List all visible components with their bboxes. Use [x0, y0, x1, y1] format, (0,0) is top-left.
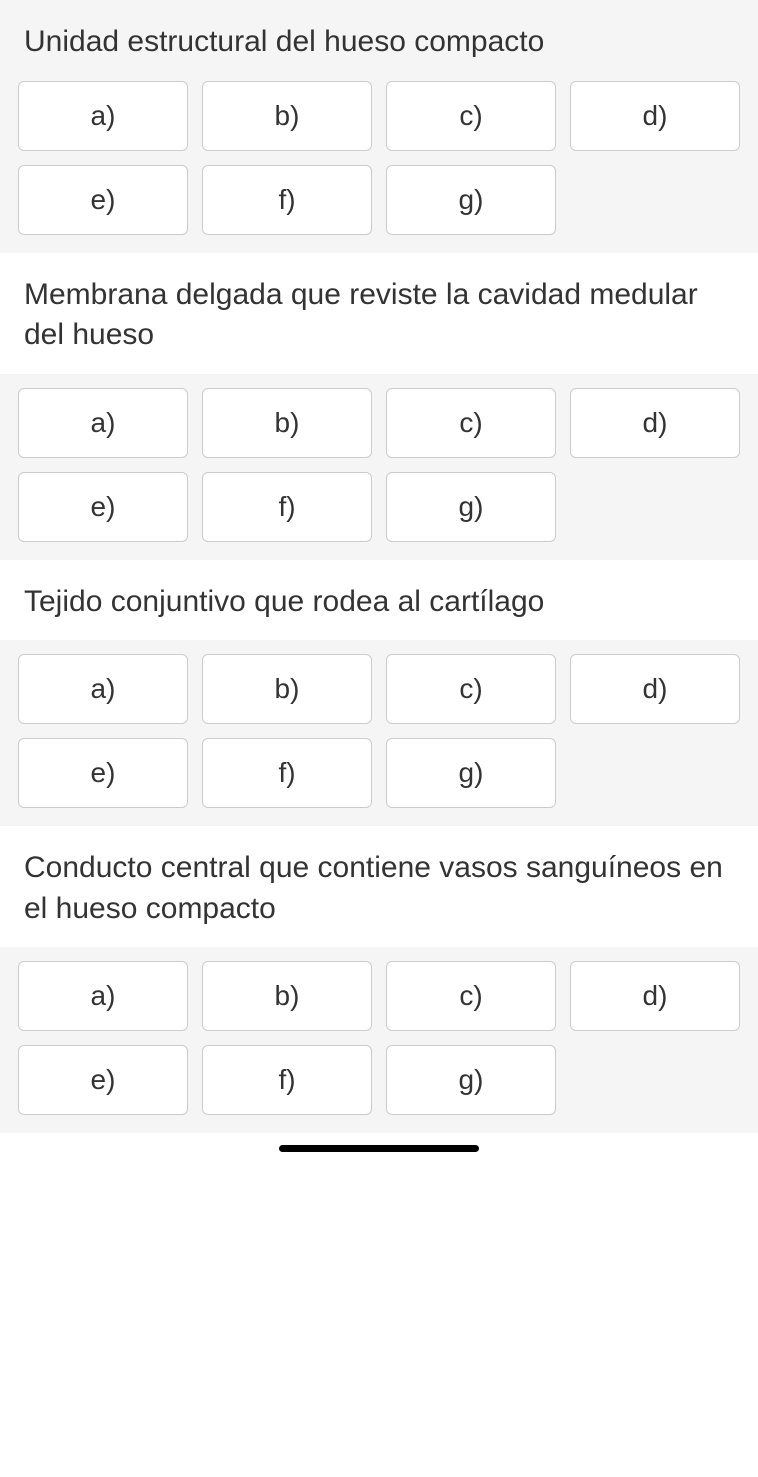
question-1-options-grid: a) b) c) d) e) f) g)	[18, 81, 740, 235]
question-block-2: Membrana delgada que reviste la cavidad …	[0, 253, 758, 560]
question-3-option-e[interactable]: e)	[18, 738, 188, 808]
question-2-option-c[interactable]: c)	[386, 388, 556, 458]
question-3-text: Tejido conjuntivo que rodea al cartílago	[0, 560, 758, 641]
question-2-option-e[interactable]: e)	[18, 472, 188, 542]
question-4-option-g[interactable]: g)	[386, 1045, 556, 1115]
question-4-options-grid: a) b) c) d) e) f) g)	[18, 961, 740, 1115]
question-4-option-d[interactable]: d)	[570, 961, 740, 1031]
question-block-1: Unidad estructural del hueso compacto a)…	[0, 0, 758, 253]
question-4-option-a[interactable]: a)	[18, 961, 188, 1031]
question-4-text: Conducto central que contiene vasos sang…	[0, 826, 758, 947]
question-1-option-e[interactable]: e)	[18, 165, 188, 235]
question-2-option-d[interactable]: d)	[570, 388, 740, 458]
home-indicator	[279, 1145, 479, 1152]
question-2-option-a[interactable]: a)	[18, 388, 188, 458]
question-block-4: Conducto central que contiene vasos sang…	[0, 826, 758, 1133]
question-3-option-g[interactable]: g)	[386, 738, 556, 808]
question-3-option-c[interactable]: c)	[386, 654, 556, 724]
question-4-option-e[interactable]: e)	[18, 1045, 188, 1115]
question-1-option-c[interactable]: c)	[386, 81, 556, 151]
question-2-options-grid: a) b) c) d) e) f) g)	[18, 388, 740, 542]
question-1-text: Unidad estructural del hueso compacto	[18, 0, 740, 81]
question-2-option-g[interactable]: g)	[386, 472, 556, 542]
question-1-options-area: Unidad estructural del hueso compacto a)…	[0, 0, 758, 253]
question-2-option-f[interactable]: f)	[202, 472, 372, 542]
question-3-option-d[interactable]: d)	[570, 654, 740, 724]
question-4-options-area: a) b) c) d) e) f) g)	[0, 947, 758, 1133]
question-2-option-b[interactable]: b)	[202, 388, 372, 458]
question-3-options-area: a) b) c) d) e) f) g)	[0, 640, 758, 826]
question-3-option-f[interactable]: f)	[202, 738, 372, 808]
question-1-option-g[interactable]: g)	[386, 165, 556, 235]
question-2-text: Membrana delgada que reviste la cavidad …	[0, 253, 758, 374]
question-4-option-f[interactable]: f)	[202, 1045, 372, 1115]
question-1-option-b[interactable]: b)	[202, 81, 372, 151]
question-2-options-area: a) b) c) d) e) f) g)	[0, 374, 758, 560]
question-1-option-f[interactable]: f)	[202, 165, 372, 235]
question-4-option-c[interactable]: c)	[386, 961, 556, 1031]
question-1-option-d[interactable]: d)	[570, 81, 740, 151]
question-block-3: Tejido conjuntivo que rodea al cartílago…	[0, 560, 758, 827]
question-3-options-grid: a) b) c) d) e) f) g)	[18, 654, 740, 808]
question-3-option-b[interactable]: b)	[202, 654, 372, 724]
question-4-option-b[interactable]: b)	[202, 961, 372, 1031]
question-3-option-a[interactable]: a)	[18, 654, 188, 724]
question-1-option-a[interactable]: a)	[18, 81, 188, 151]
